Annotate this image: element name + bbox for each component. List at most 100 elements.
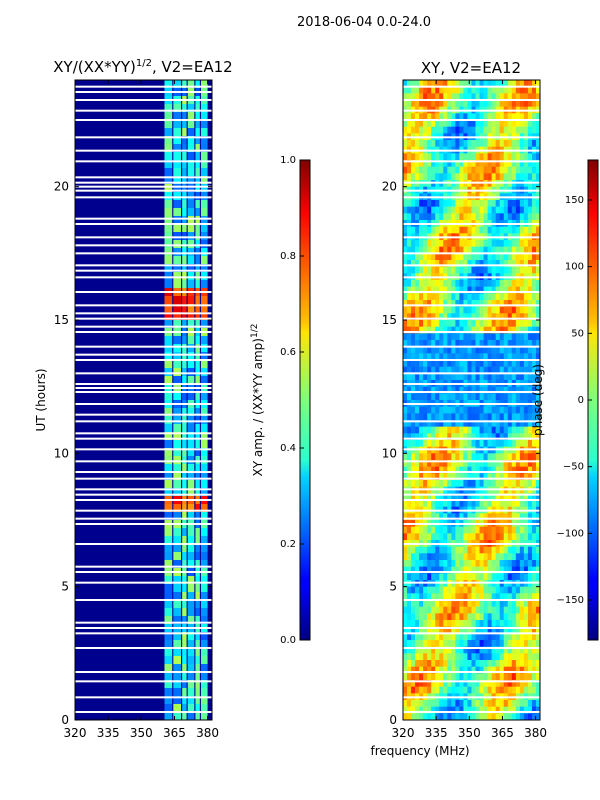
phase-cell	[443, 86, 448, 94]
phase-cell	[531, 226, 537, 234]
phase-cell	[499, 513, 505, 521]
phase-cell	[419, 226, 424, 234]
phase-cell	[447, 573, 452, 581]
phase-cell	[479, 246, 484, 254]
flagged-row	[75, 517, 212, 520]
phase-cell	[439, 340, 444, 347]
phase-cell	[447, 266, 452, 274]
phase-cell	[423, 386, 428, 394]
phase-cell	[487, 593, 492, 601]
phase-cell	[447, 313, 452, 321]
phase-cell	[407, 500, 412, 507]
phase-cell	[471, 620, 476, 627]
phase-cell	[515, 293, 521, 301]
phase-cell	[511, 680, 517, 687]
amp-cell	[182, 168, 187, 177]
phase-cell	[495, 620, 501, 627]
phase-cell	[419, 453, 424, 461]
phase-cell	[523, 666, 529, 674]
phase-cell	[491, 213, 496, 221]
phase-cell	[415, 566, 420, 574]
phase-cell	[531, 593, 537, 601]
phase-cell	[427, 473, 432, 481]
phase-cell	[415, 673, 420, 681]
phase-cell	[515, 100, 521, 107]
phase-cell	[423, 533, 428, 541]
phase-cell	[407, 300, 412, 307]
phase-cell	[499, 140, 505, 147]
phase-cell	[423, 213, 428, 221]
amp-cell	[187, 168, 195, 177]
phase-cell	[467, 420, 472, 427]
phase-cell	[407, 213, 412, 221]
amp-cell	[200, 664, 208, 673]
amp-cell	[173, 504, 182, 513]
phase-cell	[411, 646, 416, 654]
phase-cell	[411, 366, 416, 374]
phase-cell	[443, 533, 448, 541]
phase-cell	[507, 140, 513, 147]
phase-cell	[419, 713, 424, 720]
phase-cell	[495, 700, 501, 707]
phase-cell	[403, 280, 408, 287]
phase-cell	[423, 333, 428, 341]
phase-cell	[527, 600, 533, 607]
phase-cell	[515, 480, 521, 487]
phase-cell	[475, 246, 480, 254]
phase-cell	[527, 253, 533, 261]
phase-cell	[439, 166, 444, 174]
phase-cell	[467, 533, 472, 541]
flagged-row	[403, 85, 540, 88]
phase-cell	[439, 600, 444, 607]
phase-cell	[407, 253, 412, 261]
phase-cell	[527, 473, 533, 481]
phase-cell	[483, 113, 488, 121]
phase-cell	[403, 620, 408, 627]
phase-cell	[487, 326, 492, 334]
phase-cell	[419, 626, 424, 634]
phase-cell	[535, 340, 540, 347]
phase-cell	[495, 653, 501, 661]
phase-cell	[467, 173, 472, 181]
amp-cell	[195, 560, 200, 569]
phase-cell	[523, 686, 529, 694]
phase-cell	[503, 253, 509, 261]
phase-cell	[523, 660, 529, 667]
phase-cell	[467, 393, 472, 401]
phase-cell	[519, 173, 525, 181]
phase-cell	[499, 326, 505, 334]
phase-cell	[471, 333, 476, 341]
phase-cell	[407, 620, 412, 627]
phase-cell	[495, 226, 501, 234]
phase-cell	[459, 666, 464, 674]
phase-cell	[459, 440, 464, 447]
phase-cell	[411, 460, 416, 467]
flagged-row	[403, 276, 540, 279]
phase-cell	[415, 413, 420, 421]
phase-cell	[439, 546, 444, 554]
phase-cell	[527, 80, 533, 87]
phase-cell	[491, 80, 496, 87]
phase-cell	[511, 600, 517, 607]
phase-cell	[463, 333, 468, 341]
amp-cell	[195, 144, 200, 153]
phase-cell	[451, 620, 456, 627]
phase-cell	[511, 313, 517, 321]
phase-cell	[503, 666, 509, 674]
phase-cell	[443, 293, 448, 301]
phase-cell	[471, 500, 476, 507]
phase-cell	[483, 533, 488, 541]
phase-cell	[495, 553, 501, 561]
phase-cell	[423, 353, 428, 361]
flagged-row	[75, 413, 212, 416]
flagged-row	[403, 391, 540, 393]
phase-cell	[431, 593, 436, 601]
phase-cell	[483, 600, 488, 607]
phase-cell	[479, 166, 484, 174]
phase-cell	[527, 513, 533, 521]
phase-cell	[511, 666, 517, 674]
amp-cell	[182, 648, 187, 657]
phase-cell	[459, 713, 464, 720]
phase-cell	[459, 173, 464, 181]
phase-cell	[403, 113, 408, 121]
